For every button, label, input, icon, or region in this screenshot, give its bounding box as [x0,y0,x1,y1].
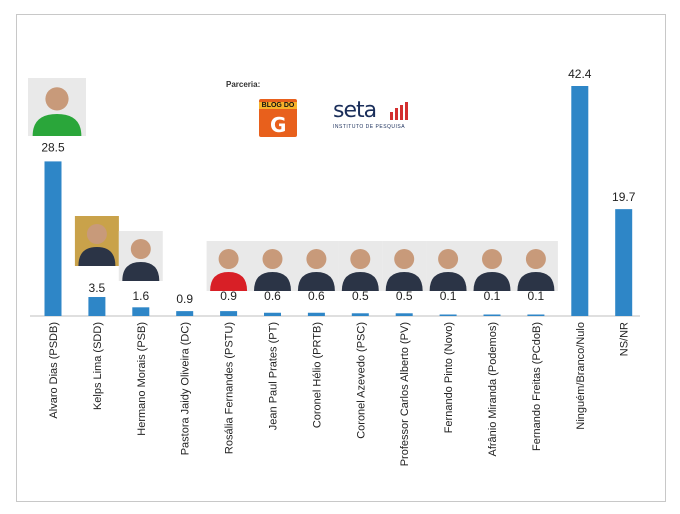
category-label-11: Fernando Freitas (PCdoB) [531,322,543,451]
value-label-11: 0.1 [528,289,545,303]
category-label-7: Coronel Azevedo (PSC) [355,322,367,439]
value-label-12: 42.4 [568,67,592,81]
value-label-7: 0.5 [352,289,369,303]
candidate-photo-2 [118,231,163,281]
category-label-4: Rosália Fernandes (PSTU) [224,322,236,454]
bar-6 [307,312,325,316]
candidate-photo-8 [382,241,427,291]
candidate-photo-4 [206,241,251,291]
category-label-0: Alvaro Dias (PSDB) [48,322,60,419]
candidate-photo-9 [426,241,471,291]
candidate-photo-6 [294,241,339,291]
candidate-photo-0 [28,78,86,136]
category-label-13: NS/NR [619,322,631,356]
bar-13 [615,209,633,316]
blog-do-g-logo: BLOG DO G [259,99,297,137]
value-label-4: 0.9 [220,289,237,303]
seta-logo: seta INSTITUTO DE PESQUISA [333,98,413,134]
bar-9 [439,314,457,316]
bar-1 [88,297,106,316]
bar-4 [220,311,238,316]
bar-3 [176,311,194,316]
value-label-3: 0.9 [176,292,193,306]
category-label-5: Jean Paul Prates (PT) [268,322,280,430]
bar-5 [264,312,281,316]
category-label-2: Hermano Morais (PSB) [136,322,148,436]
value-label-6: 0.6 [308,289,325,303]
candidate-photo-1 [74,216,119,266]
bar-2 [132,307,150,316]
value-label-10: 0.1 [484,289,501,303]
value-label-8: 0.5 [396,289,413,303]
bar-7 [351,313,369,316]
value-label-13: 19.7 [612,190,636,204]
bar-12 [571,86,589,316]
category-label-9: Fernando Pinto (Novo) [443,322,455,433]
category-label-3: Pastora Jaidy Oliveira (DC) [180,322,192,455]
value-label-5: 0.6 [264,289,281,303]
candidate-photo-11 [513,241,558,291]
bar-8 [395,313,413,316]
category-label-12: Ninguém/Branco/Nulo [575,322,587,430]
candidate-photo-5 [250,241,295,291]
value-label-2: 1.6 [132,289,149,303]
bar-chart-icon [390,102,408,120]
sponsor-label: Parceria: [226,80,261,89]
candidate-photo-10 [470,241,514,291]
bar-0 [44,161,62,316]
chart-frame [16,14,666,502]
value-label-1: 3.5 [89,281,106,295]
value-label-0: 28.5 [41,140,65,154]
category-label-10: Afrânio Miranda (Podemos) [487,322,499,457]
bar-10 [483,314,501,316]
candidate-photo-7 [338,241,383,291]
bar-11 [527,314,545,316]
category-label-1: Kelps Lima (SDD) [92,322,104,410]
value-label-9: 0.1 [440,289,457,303]
category-label-6: Coronel Hélio (PRTB) [311,322,323,428]
category-label-8: Professor Carlos Alberto (PV) [399,322,411,466]
